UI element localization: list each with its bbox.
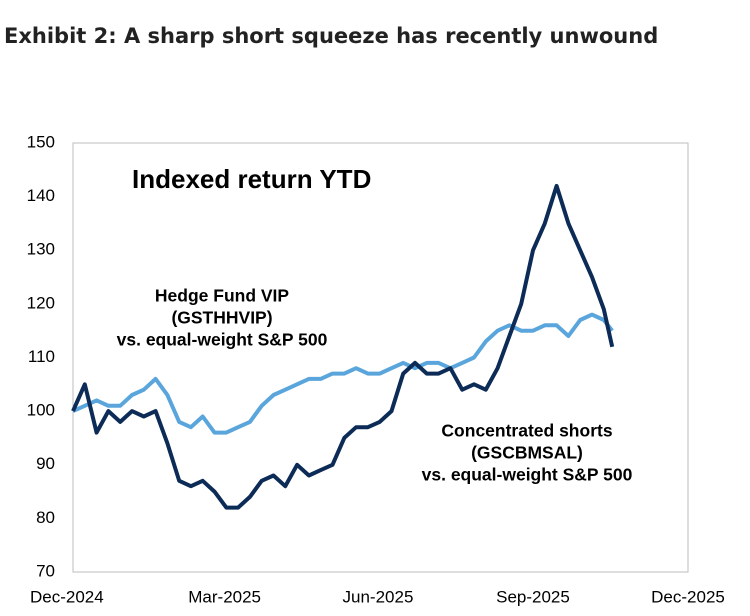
chart-title: Exhibit 2: A sharp short squeeze has rec… [4, 24, 658, 48]
plot-area [72, 142, 689, 573]
series-line [72, 312, 614, 435]
y-tick-label: 140 [27, 186, 55, 205]
x-tick-label: Sep-2025 [496, 587, 570, 606]
y-tick-label: 80 [36, 508, 55, 527]
y-tick-label: 100 [27, 401, 55, 420]
y-tick-label: 130 [27, 240, 55, 259]
y-tick-label: 110 [28, 347, 55, 366]
y-tick-label: 150 [27, 132, 55, 151]
x-tick-label: Jun-2025 [343, 587, 414, 606]
chart-subtitle: Indexed return YTD [132, 164, 371, 194]
y-tick-label: 90 [36, 454, 55, 473]
x-tick-label: Mar-2025 [188, 587, 261, 606]
series-label: (GSCBMSAL) [471, 443, 583, 463]
series-label: Concentrated shorts [441, 421, 612, 441]
series-label: vs. equal-weight S&P 500 [117, 330, 328, 350]
series-label: vs. equal-weight S&P 500 [422, 465, 633, 485]
y-tick-label: 70 [36, 561, 55, 580]
x-tick-label: Dec-2025 [651, 587, 725, 606]
y-tick-label: 120 [27, 293, 55, 312]
series-line [71, 183, 615, 510]
series-label: (GSTHHVIP) [171, 308, 272, 328]
series-label: Hedge Fund VIP [155, 286, 290, 306]
x-tick-label: Dec-2024 [30, 587, 104, 606]
